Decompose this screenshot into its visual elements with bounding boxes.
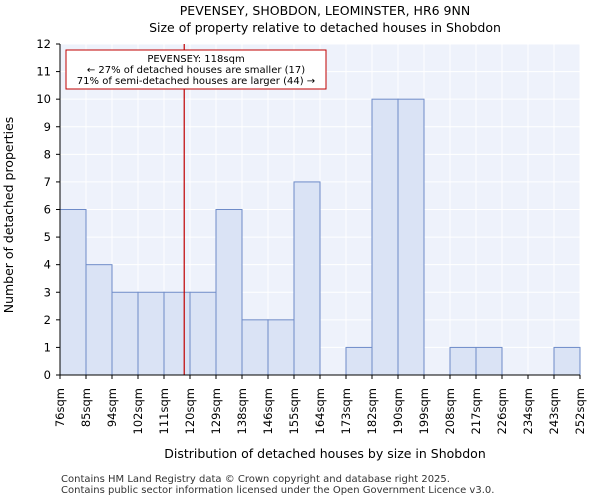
bar-102sqm [137, 291, 165, 376]
bar-243sqm [553, 346, 581, 376]
y-tick-label: 10 [36, 92, 51, 106]
bar-182sqm [371, 98, 399, 376]
y-axis-label: Number of detached properties [1, 117, 16, 314]
y-tick-label: 7 [44, 175, 51, 189]
annotation-line-3: 71% of semi-detached houses are larger (… [77, 76, 315, 87]
annotation-box [65, 49, 327, 90]
bar-129sqm [215, 209, 243, 376]
x-tick-label: 173sqm [339, 388, 353, 434]
y-tick-label: 6 [44, 203, 51, 217]
bar-190sqm [397, 98, 425, 376]
chart-subtitle: Size of property relative to detached ho… [149, 20, 501, 35]
x-tick-label: 243sqm [547, 388, 561, 434]
x-tick-label: 138sqm [235, 388, 249, 434]
y-tick-label: 9 [44, 120, 51, 134]
x-tick-labels: 76sqm 85sqm 94sqm 102sqm 111sqm 120sqm 129sqm 1… [53, 388, 587, 434]
y-tick-label: 8 [44, 147, 51, 161]
y-tick-label: 1 [44, 340, 51, 354]
x-tick-label: 199sqm [417, 388, 431, 434]
annotation-line-1: PEVENSEY: 118sqm [147, 54, 244, 65]
bar-173sqm [345, 346, 373, 376]
x-axis-label: Distribution of detached houses by size … [164, 446, 486, 461]
bar-208sqm [449, 346, 477, 376]
chart-title: PEVENSEY, SHOBDON, LEOMINSTER, HR6 9NN [180, 3, 470, 18]
x-tick-label: 182sqm [365, 388, 379, 434]
x-tick-label: 190sqm [391, 388, 405, 434]
bar-94sqm [111, 291, 139, 376]
marker-annotation: PEVENSEY: 118sqm ← 27% of detached house… [65, 49, 327, 90]
x-tick-label: 226sqm [495, 388, 509, 434]
y-tick-label: 11 [36, 65, 51, 79]
bar-146sqm [267, 319, 295, 376]
bar-120sqm [189, 291, 217, 376]
bar-138sqm [241, 319, 269, 376]
bar-111sqm [163, 291, 191, 376]
x-tick-label: 234sqm [521, 388, 535, 434]
bar-155sqm [293, 181, 321, 376]
x-tick-label: 102sqm [131, 388, 145, 434]
axes [56, 43, 581, 379]
bar-85sqm [85, 264, 113, 376]
x-tick-label: 94sqm [105, 388, 119, 427]
y-tick-label: 4 [44, 258, 51, 272]
y-tick-label: 0 [44, 368, 51, 382]
bar-217sqm [475, 346, 503, 376]
x-tick-label: 217sqm [469, 388, 483, 434]
x-tick-label: 164sqm [313, 388, 327, 434]
footer-line-2: Contains public sector information licen… [61, 485, 494, 496]
y-tick-label: 5 [44, 230, 51, 244]
bars [59, 98, 581, 376]
x-tick-label: 155sqm [287, 388, 301, 434]
y-tick-label: 3 [44, 285, 51, 299]
x-tick-label: 85sqm [79, 388, 93, 427]
x-tick-label: 129sqm [209, 388, 223, 434]
annotation-line-2: ← 27% of detached houses are smaller (17… [87, 65, 305, 76]
y-tick-label: 12 [36, 37, 51, 51]
x-tick-label: 120sqm [183, 388, 197, 434]
x-tick-label: 111sqm [157, 388, 171, 434]
bar-76sqm [59, 209, 87, 376]
x-tick-label: 76sqm [53, 388, 67, 427]
y-tick-label: 2 [44, 313, 51, 327]
x-tick-label: 146sqm [261, 388, 275, 434]
x-tick-label: 252sqm [573, 388, 587, 434]
x-tick-label: 208sqm [443, 388, 457, 434]
footer-line-1: Contains HM Land Registry data © Crown c… [61, 474, 450, 485]
